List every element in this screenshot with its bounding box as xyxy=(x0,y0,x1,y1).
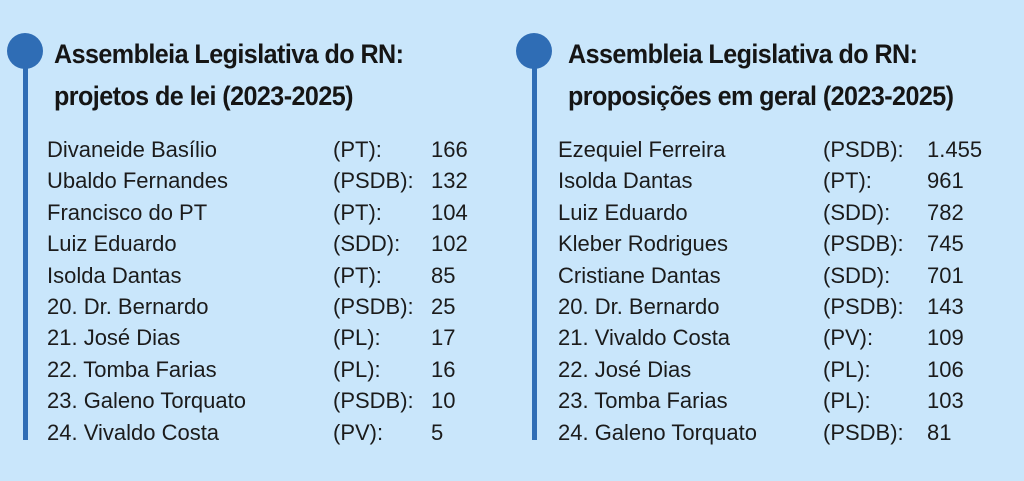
deputy-name: 22. Tomba Farias xyxy=(47,356,217,382)
list-item: 22. Tomba Farias (PL): 16 xyxy=(0,354,512,385)
list-item: 21. José Dias (PL): 17 xyxy=(0,322,512,353)
right-title-line1: Assembleia Legislativa do RN: xyxy=(568,39,918,69)
deputy-name: 21. Vivaldo Costa xyxy=(558,325,731,351)
list-item: 20. Dr. Bernardo (PSDB): 143 xyxy=(512,291,1024,322)
deputy-name: Luiz Eduardo xyxy=(47,231,177,257)
count: 10 xyxy=(431,388,456,414)
party: (PV): xyxy=(333,419,384,445)
party: (PV): xyxy=(823,325,874,351)
left-list: Divaneide Basílio (PT): 166 Ubaldo Fernand… xyxy=(0,134,512,448)
deputy-name: Francisco do PT xyxy=(47,199,208,225)
list-item: Francisco do PT (PT): 104 xyxy=(0,197,512,228)
count: 25 xyxy=(431,293,456,319)
left-title: Assembleia Legislativa do RN: projetos d… xyxy=(54,33,404,117)
right-title-line2: proposições em geral (2023-2025) xyxy=(568,81,954,111)
list-item: Luiz Eduardo (SDD): 782 xyxy=(512,197,1024,228)
party: (PSDB): xyxy=(823,137,904,162)
list-item: Cristiane Dantas (SDD): 701 xyxy=(512,260,1024,291)
party: (PL): xyxy=(333,356,381,382)
list-item: Ubaldo Fernandes (PSDB): 132 xyxy=(0,165,512,196)
count: 745 xyxy=(927,231,964,257)
party: (PT): xyxy=(333,137,382,162)
count: 106 xyxy=(927,356,964,382)
right-panel: Assembleia Legislativa do RN: proposiçõe… xyxy=(512,0,1024,481)
party: (PL): xyxy=(823,388,871,414)
count: 132 xyxy=(431,168,468,194)
party: (PSDB): xyxy=(333,293,414,319)
list-item: Isolda Dantas (PT): 85 xyxy=(0,260,512,291)
count: 104 xyxy=(431,199,468,225)
list-item: 24. Vivaldo Costa (PV): 5 xyxy=(0,417,512,448)
party: (PT): xyxy=(823,168,872,194)
party: (PSDB): xyxy=(333,168,414,194)
left-title-line1: Assembleia Legislativa do RN: xyxy=(54,39,404,69)
deputy-name: 20. Dr. Bernardo xyxy=(47,293,209,319)
party: (SDD): xyxy=(333,231,401,257)
count: 5 xyxy=(431,419,444,445)
party: (PL): xyxy=(333,325,381,351)
party: (PL): xyxy=(823,356,871,382)
deputy-name: Luiz Eduardo xyxy=(558,199,688,225)
deputy-name: 22. José Dias xyxy=(558,356,692,382)
party: (PSDB): xyxy=(823,231,904,257)
count: 109 xyxy=(927,325,964,351)
deputy-name: Isolda Dantas xyxy=(47,262,182,288)
list-item: 21. Vivaldo Costa (PV): 109 xyxy=(512,322,1024,353)
party: (SDD): xyxy=(823,262,891,288)
list-item: 24. Galeno Torquato (PSDB): 81 xyxy=(512,417,1024,448)
list-item: 23. Galeno Torquato (PSDB): 10 xyxy=(0,385,512,416)
party: (PSDB): xyxy=(333,388,414,414)
list-item: Divaneide Basílio (PT): 166 xyxy=(0,134,512,165)
party: (PT): xyxy=(333,262,382,288)
party: (SDD): xyxy=(823,199,891,225)
count: 961 xyxy=(927,168,964,194)
deputy-name: Ezequiel Ferreira xyxy=(558,137,726,162)
count: 701 xyxy=(927,262,964,288)
deputy-name: 23. Tomba Farias xyxy=(558,388,728,414)
list-item: Isolda Dantas (PT): 961 xyxy=(512,165,1024,196)
party: (PSDB): xyxy=(823,419,904,445)
count: 17 xyxy=(431,325,456,351)
deputy-name: Kleber Rodrigues xyxy=(558,231,728,257)
count: 1.455 xyxy=(927,137,983,162)
vertical-rule xyxy=(23,60,28,440)
deputy-name: Cristiane Dantas xyxy=(558,262,721,288)
list-item: Luiz Eduardo (SDD): 102 xyxy=(0,228,512,259)
list-item: 23. Tomba Farias (PL): 103 xyxy=(512,385,1024,416)
left-panel: Assembleia Legislativa do RN: projetos d… xyxy=(0,33,512,448)
deputy-name: 21. José Dias xyxy=(47,325,181,351)
count: 85 xyxy=(431,262,456,288)
deputy-name: Ubaldo Fernandes xyxy=(47,168,229,194)
list-item: 22. José Dias (PL): 106 xyxy=(512,354,1024,385)
count: 16 xyxy=(431,356,456,382)
left-title-line2: projetos de lei (2023-2025) xyxy=(54,81,354,111)
right-title: Assembleia Legislativa do RN: proposiçõe… xyxy=(568,33,954,117)
deputy-name: Isolda Dantas xyxy=(558,168,693,194)
list-item: Kleber Rodrigues (PSDB): 745 xyxy=(512,228,1024,259)
party: (PSDB): xyxy=(823,293,904,319)
count: 782 xyxy=(927,199,964,225)
count: 143 xyxy=(927,293,964,319)
list-item: 20. Dr. Bernardo (PSDB): 25 xyxy=(0,291,512,322)
count: 103 xyxy=(927,388,964,414)
right-list: Ezequiel Ferreira (PSDB): 1.455 Isolda Dan… xyxy=(512,134,1024,448)
party: (PT): xyxy=(333,199,382,225)
count: 81 xyxy=(927,419,952,445)
deputy-name: 24. Vivaldo Costa xyxy=(47,419,220,445)
deputy-name: 20. Dr. Bernardo xyxy=(558,293,720,319)
count: 166 xyxy=(431,137,468,162)
vertical-rule xyxy=(532,60,537,440)
deputy-name: 23. Galeno Torquato xyxy=(47,388,246,414)
count: 102 xyxy=(431,231,468,257)
deputy-name: Divaneide Basílio xyxy=(47,137,217,162)
deputy-name: 24. Galeno Torquato xyxy=(558,419,757,445)
list-item: Ezequiel Ferreira (PSDB): 1.455 xyxy=(512,134,1024,165)
